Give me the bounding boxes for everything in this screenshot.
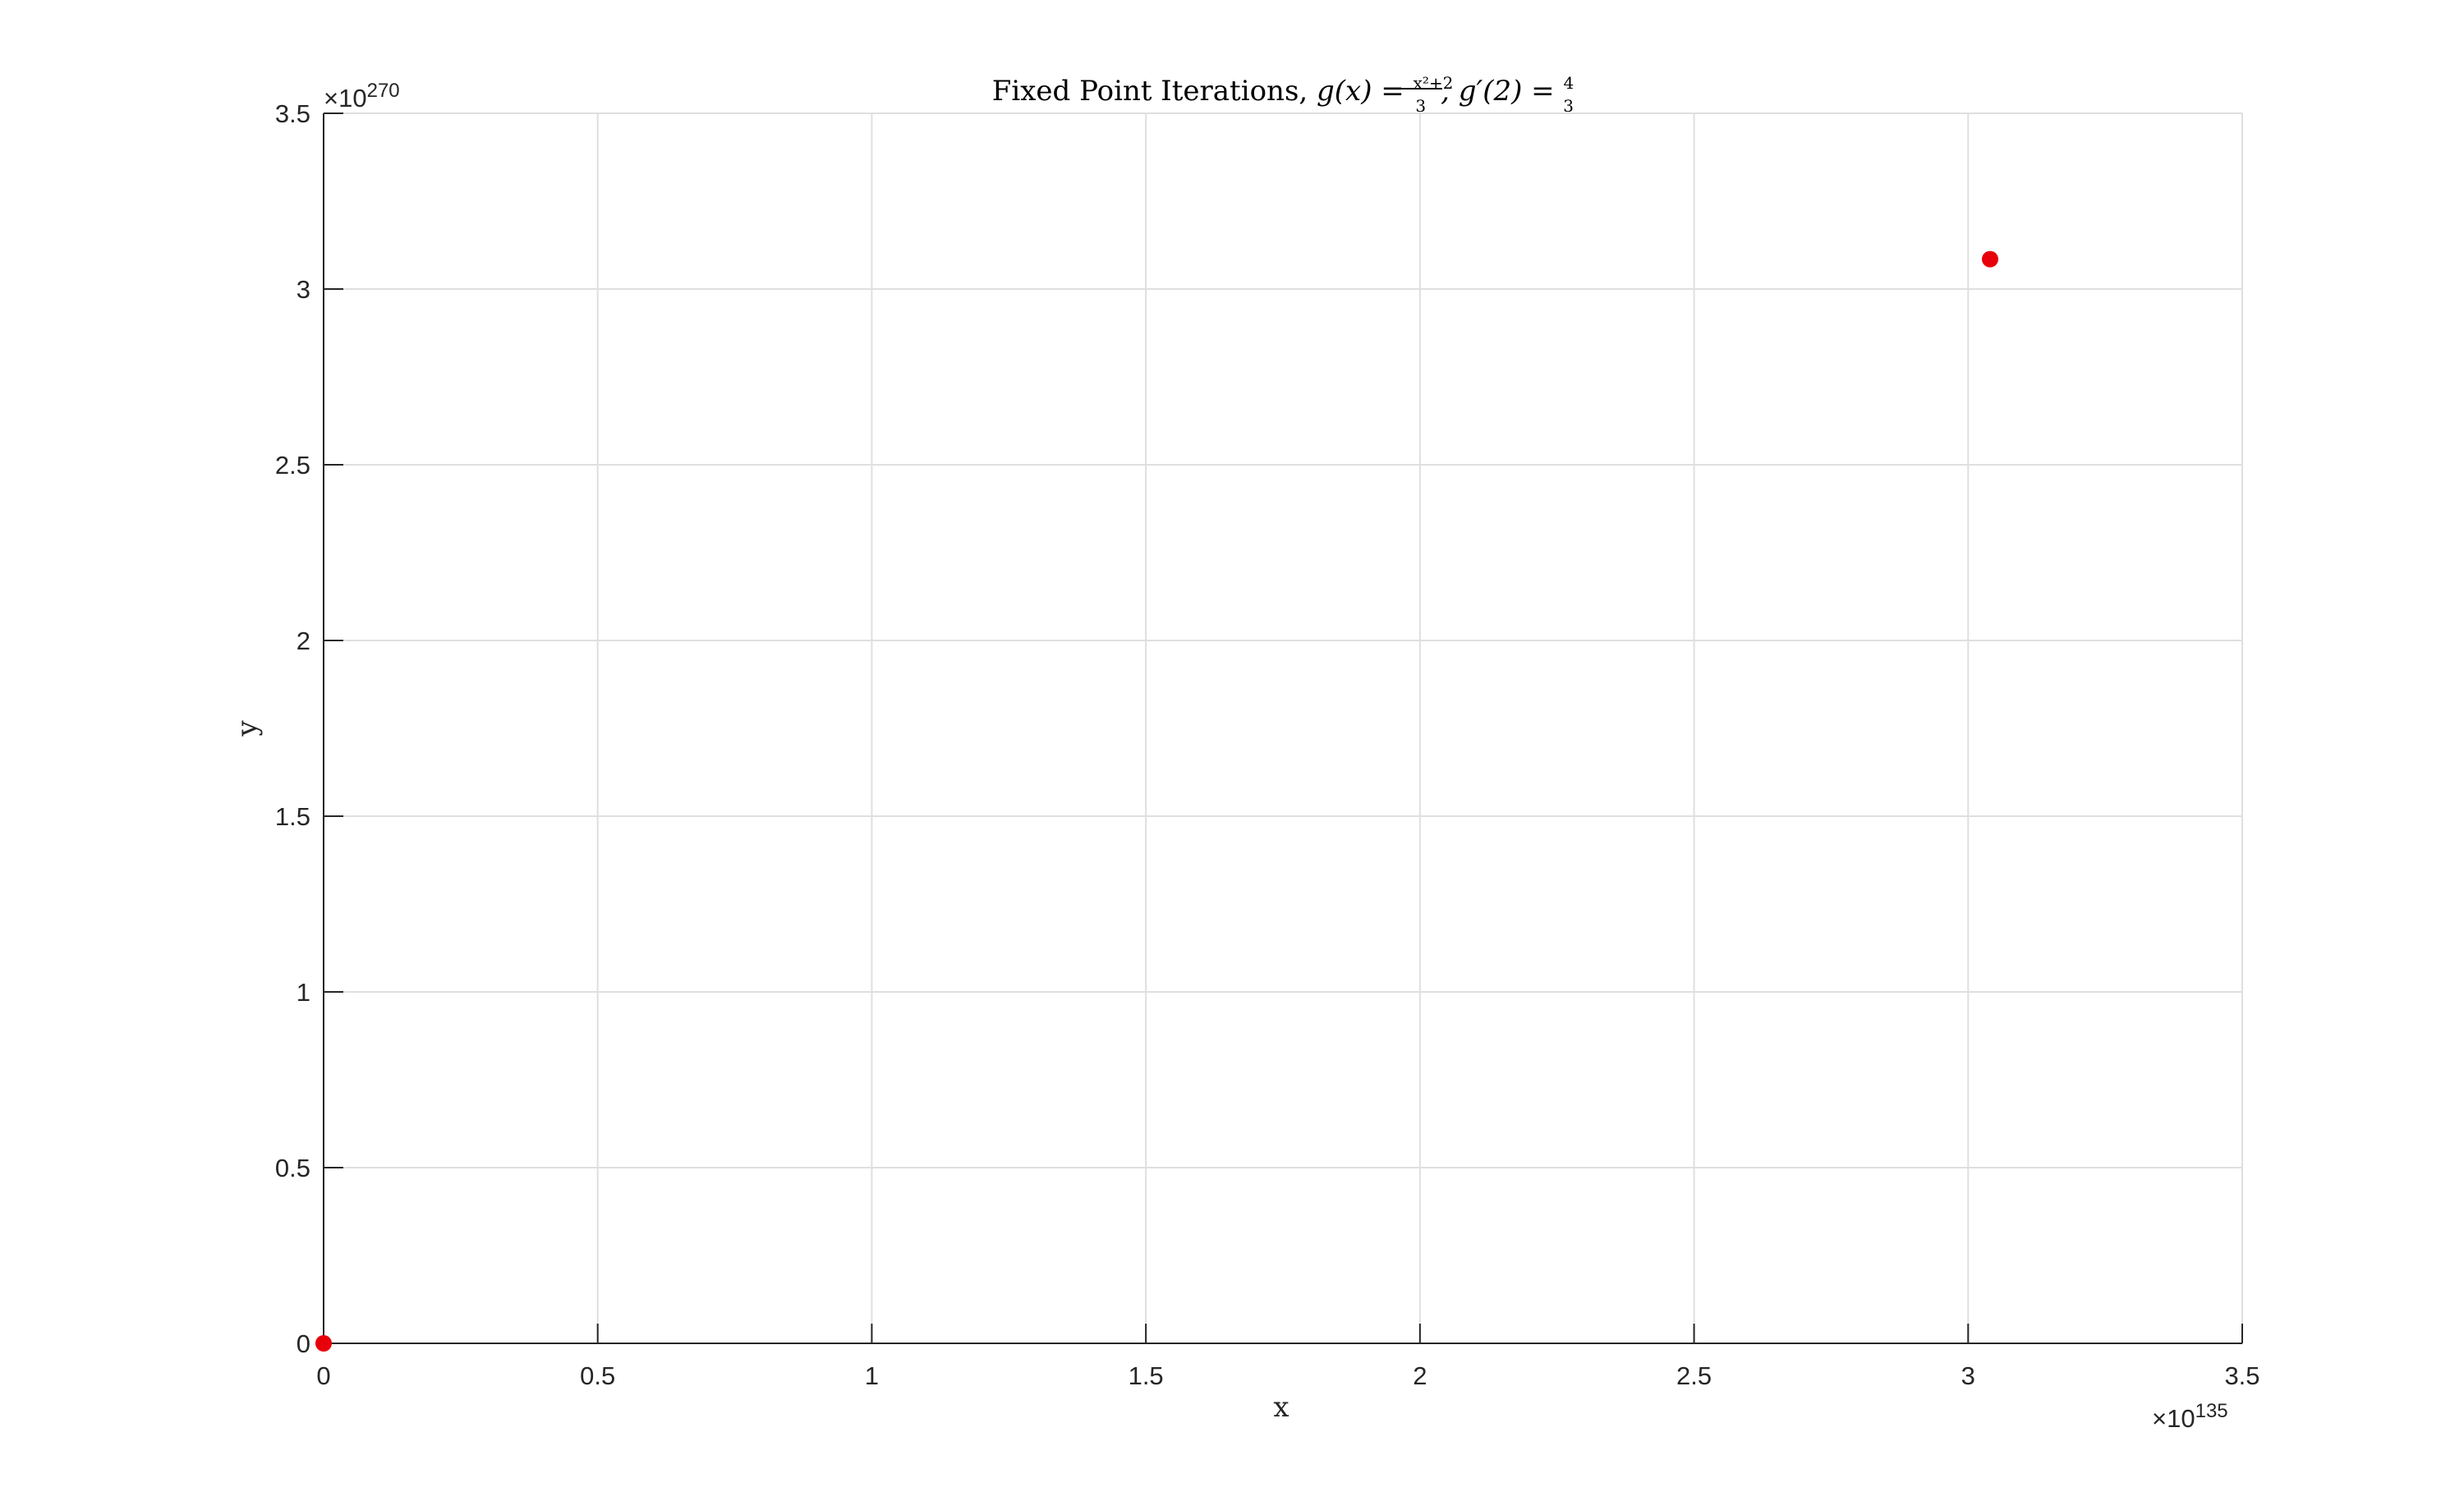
x-tick-label: 1 bbox=[865, 1361, 879, 1390]
data-point bbox=[315, 1335, 332, 1352]
y-tick-label: 0.5 bbox=[275, 1154, 310, 1182]
y-exponent-power: 270 bbox=[367, 80, 400, 102]
axes bbox=[323, 112, 2243, 1344]
x-tick-label: 3.5 bbox=[2224, 1361, 2259, 1390]
data-points bbox=[315, 250, 1998, 1352]
x-tick-label: 3 bbox=[1961, 1361, 1975, 1390]
x-exponent-base: ×10 bbox=[2152, 1404, 2195, 1433]
y-tick-label: 3 bbox=[297, 275, 310, 304]
x-tick-label: 2.5 bbox=[1676, 1361, 1712, 1390]
title-deriv: , g′(2) = bbox=[1441, 75, 1563, 108]
x-tick-label: 1.5 bbox=[1129, 1361, 1164, 1390]
y-tick-labels: 0 0.5 1 1.5 2 2.5 3 3.5 bbox=[275, 99, 310, 1358]
title-prefix: Fixed Point Iterations, bbox=[992, 75, 1317, 108]
title-g-func: g(x) = bbox=[1317, 75, 1414, 108]
title-frac2-den: 3 bbox=[1563, 96, 1574, 116]
grid-lines bbox=[323, 112, 2243, 1344]
y-tick-label: 1.5 bbox=[275, 802, 310, 831]
title-frac2-num: 4 bbox=[1563, 73, 1574, 93]
data-point bbox=[1981, 250, 1998, 268]
y-exponent-base: ×10 bbox=[324, 84, 367, 112]
x-tick-label: 0 bbox=[316, 1361, 330, 1390]
y-tick-label: 2 bbox=[297, 627, 310, 655]
y-exponent-label: ×10270 bbox=[324, 80, 400, 112]
y-tick-label: 0 bbox=[297, 1329, 310, 1358]
x-exponent-power: 135 bbox=[2195, 1400, 2228, 1422]
plot-area bbox=[324, 113, 2242, 1343]
chart-title: Fixed Point Iterations, g(x) = x²+2 3, g′… bbox=[992, 73, 1574, 116]
x-tick-label: 0.5 bbox=[580, 1361, 615, 1390]
x-tick-label: 2 bbox=[1413, 1361, 1427, 1390]
y-tick-label: 1 bbox=[297, 978, 310, 1007]
y-axis-label: y bbox=[231, 720, 264, 737]
y-tick-label: 2.5 bbox=[275, 451, 310, 480]
x-tick-labels: 0 0.5 1 1.5 2 2.5 3 3.5 bbox=[316, 1361, 2259, 1390]
title-frac1-den: 3 bbox=[1415, 96, 1426, 116]
y-tick-label: 3.5 bbox=[275, 99, 310, 128]
x-exponent-label: ×10135 bbox=[2152, 1400, 2228, 1433]
x-axis-label: x bbox=[1273, 1391, 1289, 1424]
